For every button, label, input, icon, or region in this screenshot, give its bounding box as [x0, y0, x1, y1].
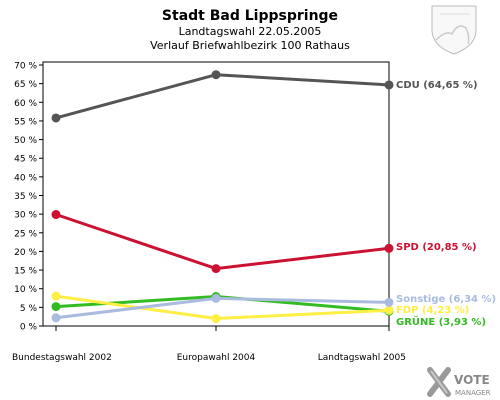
series-end-label: GRÜNE (3,93 %) [396, 314, 486, 328]
y-tick-label: 45 % [14, 155, 37, 165]
y-tick-label: 70 % [14, 62, 37, 72]
y-tick-label: 25 % [14, 229, 37, 239]
y-tick-label: 40 % [14, 173, 37, 183]
data-point [211, 70, 221, 80]
data-point [51, 113, 61, 123]
y-tick-label: 5 % [20, 304, 38, 314]
x-axis: Bundestagswahl 2002 Europawahl 2004 Landta… [12, 326, 406, 363]
y-tick-label: 55 % [14, 117, 37, 127]
data-point [211, 264, 221, 274]
data-point [51, 291, 61, 301]
chart-subtitle-1: Landtagswahl 22.05.2005 [179, 25, 322, 38]
logo-line-1: VOTE [454, 373, 490, 387]
series-end-label: FDP (4,23 %) [396, 305, 469, 316]
data-point [384, 80, 394, 90]
series-layer [51, 70, 394, 324]
series-end-label: Sonstige (6,34 %) [396, 294, 496, 305]
series-end-labels: CDU (64,65 %) SPD (20,85 %) Sonstige (6,34… [396, 80, 496, 328]
data-point [211, 314, 221, 324]
y-axis: 0 % 5 % 10 % 15 % 20 % 25 % 30 % 35 % 40 % 45 % 50… [14, 62, 43, 333]
logo-line-2: MANAGER [455, 389, 491, 397]
x-tick-label: Bundestagswahl 2002 [12, 353, 112, 363]
series-fdp [51, 291, 394, 324]
y-tick-label: 50 % [14, 136, 37, 146]
data-point [384, 297, 394, 307]
data-point [384, 243, 394, 253]
y-tick-label: 35 % [14, 192, 37, 202]
x-tick-label: Landtagswahl 2005 [318, 353, 406, 363]
vote-manager-logo: VOTE MANAGER [427, 367, 491, 397]
coat-of-arms-icon [431, 5, 477, 55]
data-point [51, 210, 61, 220]
chart-subtitle-2: Verlauf Briefwahlbezirk 100 Rathaus [150, 39, 350, 52]
data-point [51, 302, 61, 312]
plot-area [42, 61, 390, 327]
series-end-label: SPD (20,85 %) [396, 242, 477, 253]
y-tick-label: 0 % [20, 323, 38, 333]
x-mark-icon [427, 367, 451, 397]
series-sonstige [51, 293, 394, 323]
data-point [384, 305, 394, 315]
y-tick-label: 20 % [14, 248, 37, 258]
x-tick-label: Europawahl 2004 [177, 353, 256, 363]
series-cdu [51, 70, 394, 123]
y-tick-label: 60 % [14, 99, 37, 109]
series-spd [51, 210, 394, 274]
series-end-label: CDU (64,65 %) [396, 80, 478, 91]
y-tick-label: 65 % [14, 80, 37, 90]
y-tick-label: 10 % [14, 285, 37, 295]
y-tick-label: 30 % [14, 211, 37, 221]
data-point [211, 293, 221, 303]
y-tick-label: 15 % [14, 267, 37, 277]
data-point [51, 313, 61, 323]
chart-title: Stadt Bad Lippspringe [162, 8, 338, 24]
